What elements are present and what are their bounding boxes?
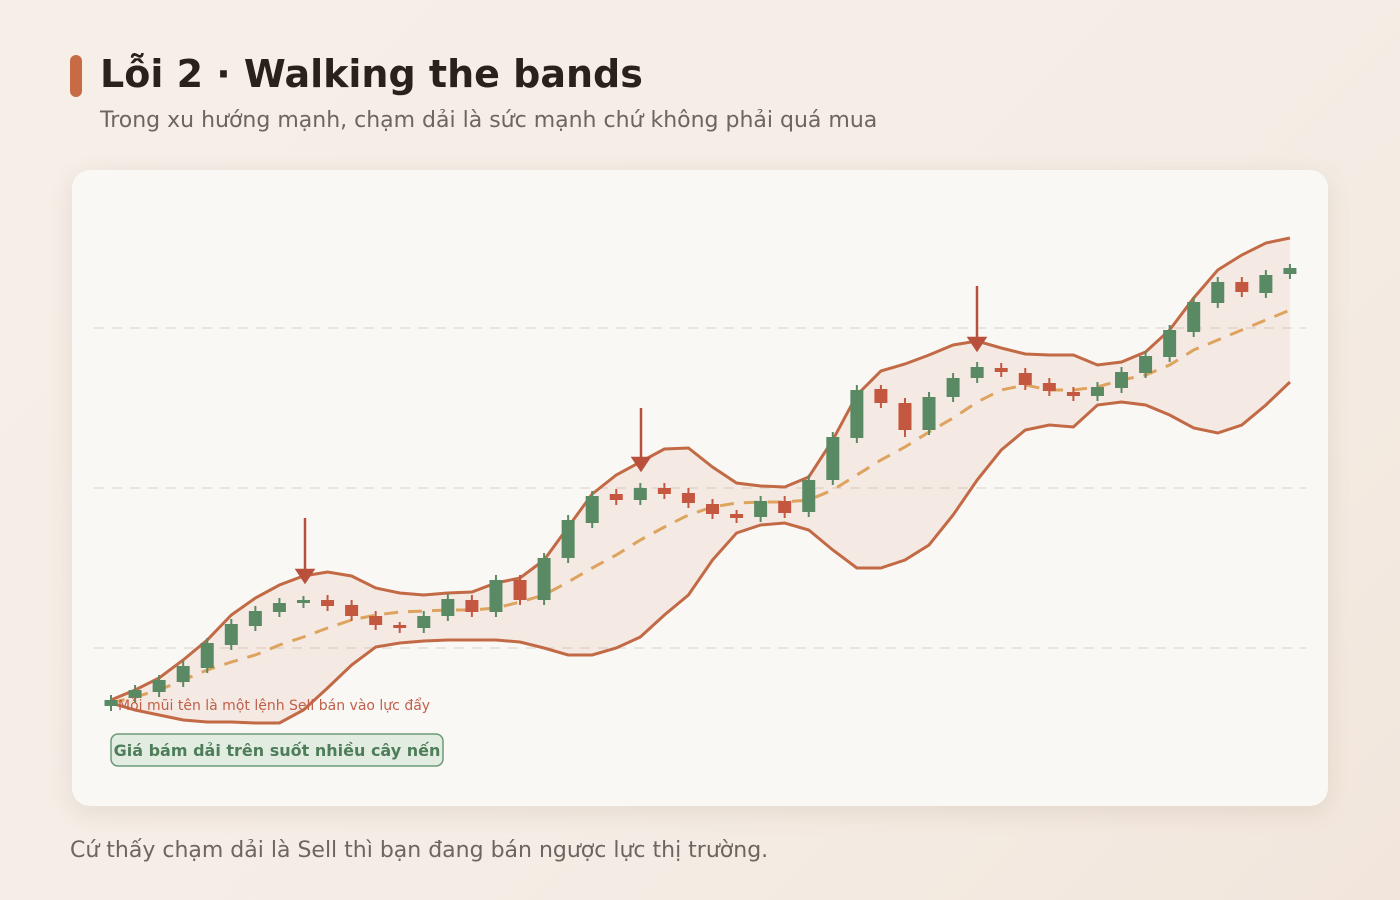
- candle-body: [1139, 356, 1153, 373]
- candle-body: [1259, 275, 1273, 293]
- candle-body: [970, 367, 984, 378]
- plot: [104, 236, 1297, 725]
- candle-body: [1018, 373, 1032, 385]
- candle-body: [802, 480, 816, 512]
- candle-body: [537, 558, 551, 600]
- candle-body: [1187, 302, 1201, 332]
- candle-body: [1042, 383, 1056, 391]
- candle-body: [489, 580, 503, 612]
- candle-body: [946, 378, 960, 397]
- candle-body: [248, 611, 262, 626]
- annotation: Mỗi mũi tên là một lệnh Sell bán vào lực…: [118, 697, 430, 714]
- candle-body: [585, 496, 599, 523]
- candle-body: [874, 389, 888, 403]
- candle-body: [1115, 372, 1129, 388]
- candle-body: [1211, 282, 1225, 303]
- accent-pill: [70, 55, 82, 97]
- candle-body: [224, 624, 238, 645]
- candle-body: [321, 600, 335, 606]
- middle-band: [110, 308, 1291, 705]
- band-area: [111, 238, 1290, 723]
- arrow-head: [966, 336, 988, 353]
- candle-body: [1066, 392, 1080, 396]
- candle-body: [1283, 268, 1297, 274]
- candle-body: [200, 643, 214, 668]
- badge-box: [110, 733, 444, 767]
- arrow-head: [294, 568, 316, 585]
- candle-body: [152, 680, 166, 692]
- grid: [94, 327, 1306, 649]
- candle-body: [272, 603, 286, 612]
- candle-body: [441, 599, 455, 616]
- candle-body: [1090, 387, 1104, 396]
- arrow-head: [630, 456, 652, 473]
- candle-body: [754, 501, 768, 517]
- candle-body: [561, 520, 575, 558]
- sell-arrows: [294, 286, 988, 585]
- candle-body: [706, 504, 719, 514]
- candle-body: [898, 403, 912, 430]
- footer: Cứ thấy chạm dải là Sell thì bạn đang bá…: [70, 838, 769, 863]
- candle-body: [609, 494, 623, 500]
- candle-body: [104, 700, 118, 706]
- candle-body: [826, 437, 840, 480]
- candle-body: [657, 488, 671, 494]
- candle-body: [850, 390, 864, 438]
- candle-body: [1235, 282, 1249, 292]
- subtitle: Trong xu hướng mạnh, chạm dải là sức mạn…: [100, 108, 878, 133]
- lower-band: [110, 380, 1291, 725]
- candle-body: [176, 666, 190, 682]
- candle-body: [633, 488, 647, 500]
- candle-body: [345, 605, 359, 616]
- candle-body: [296, 600, 310, 603]
- candle-body: [417, 616, 431, 628]
- candle-body: [994, 368, 1008, 372]
- candle-body: [730, 514, 744, 518]
- title: Lỗi 2 · Walking the bands: [100, 52, 643, 96]
- candle-body: [128, 690, 142, 698]
- candle-body: [513, 580, 527, 600]
- candle-body: [1163, 330, 1177, 357]
- candle-body: [465, 600, 479, 612]
- candle-body: [681, 493, 695, 503]
- candle-body: [393, 625, 407, 628]
- candle-body: [778, 501, 792, 513]
- candle-body: [922, 397, 936, 430]
- candle-body: [369, 616, 383, 625]
- badge: Giá bám dải trên suốt nhiều cây nến: [114, 741, 441, 760]
